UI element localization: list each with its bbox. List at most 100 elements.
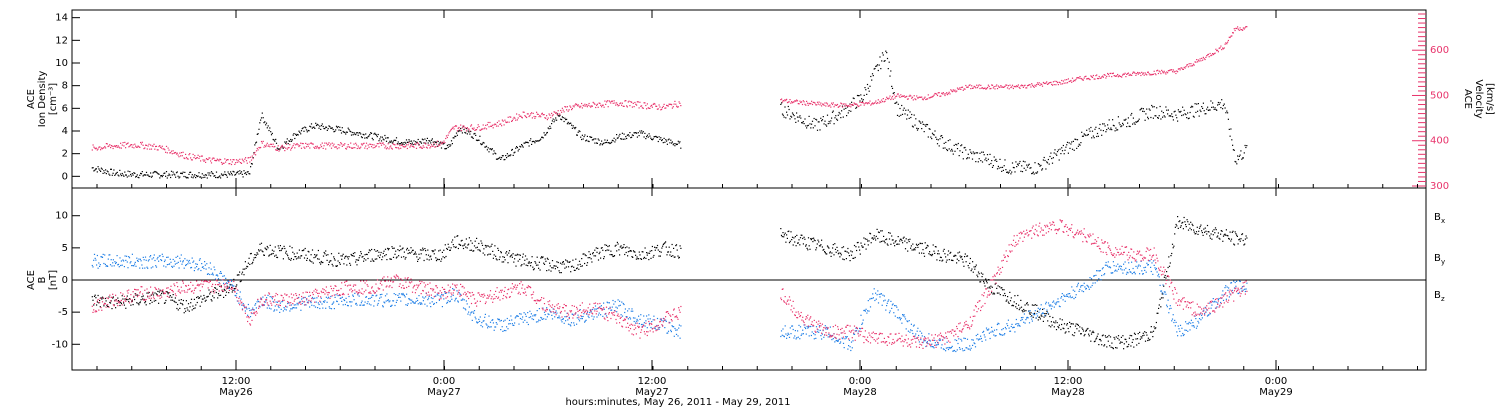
by-series-a-point	[381, 293, 383, 295]
density-series-a-point	[226, 176, 228, 178]
by-series-a-point	[586, 311, 589, 313]
by-series-a-point	[585, 319, 587, 321]
bx-series-b-point	[1071, 334, 1074, 336]
bx-series-a-point	[379, 254, 381, 256]
velocity-series-b-point	[818, 101, 820, 103]
density-series-b-point	[1107, 127, 1109, 129]
bx-series-a-point	[157, 290, 159, 292]
bx-series-a-point	[506, 251, 508, 253]
velocity-series-a-point	[522, 111, 524, 113]
bx-series-b-point	[1109, 336, 1112, 338]
density-series-a-point	[230, 172, 233, 175]
velocity-series-a-point	[103, 147, 105, 149]
bx-series-b-point	[1013, 301, 1015, 303]
velocity-series-b-point	[1187, 64, 1189, 66]
bx-series-a-point	[227, 287, 229, 289]
velocity-series-a-point	[651, 106, 653, 108]
density-series-b-point	[829, 122, 831, 124]
bx-series-a-point	[492, 250, 494, 252]
density-series-a-point	[560, 118, 562, 120]
density-series-a-point	[679, 141, 681, 143]
velocity-series-a-point	[413, 146, 415, 148]
bx-series-b-point	[950, 259, 953, 261]
velocity-series-b-point	[808, 102, 810, 104]
bx-series-b-point	[1197, 233, 1199, 235]
by-series-a-point	[142, 267, 144, 269]
by-series-a-point	[468, 306, 470, 308]
bx-series-a-point	[434, 249, 436, 251]
bx-series-b-point	[788, 230, 790, 232]
density-series-b-point	[870, 75, 872, 78]
by-series-a-point	[466, 303, 468, 305]
velocity-series-b-point	[846, 105, 849, 107]
velocity-series-b-point	[1114, 75, 1116, 77]
velocity-series-b-point	[1235, 27, 1237, 29]
density-series-a-point	[558, 115, 560, 117]
bx-series-b-point	[1149, 338, 1151, 341]
velocity-series-a-point	[180, 155, 182, 157]
density-series-b-point	[1183, 109, 1185, 111]
bx-series-a-point	[665, 241, 667, 243]
density-series-a-point	[480, 143, 482, 145]
density-series-a-point	[628, 135, 630, 137]
density-series-b-point	[1092, 135, 1094, 137]
density-series-a-point	[236, 171, 238, 173]
density-series-a-point	[141, 171, 143, 173]
density-series-a-point	[191, 174, 193, 176]
velocity-series-b-point	[1200, 60, 1202, 62]
bx-series-b-point	[877, 237, 879, 240]
velocity-series-a-point	[564, 106, 566, 108]
by-series-a-point	[172, 258, 174, 261]
velocity-series-a-point	[129, 145, 131, 147]
bx-series-b-point	[1133, 346, 1135, 348]
bx-series-b-point	[849, 260, 851, 262]
velocity-series-a-point	[663, 103, 665, 105]
bottom-panel-frame	[71, 187, 1427, 371]
density-series-a-point	[636, 132, 638, 134]
bx-series-b-point	[804, 238, 806, 240]
by-series-a-point	[312, 298, 314, 300]
velocity-series-b-point	[860, 104, 862, 106]
by-series-a-point	[516, 315, 518, 317]
by-series-a-point	[348, 295, 350, 298]
bx-series-b-point	[1124, 338, 1126, 340]
density-series-a-point	[320, 128, 322, 130]
bx-series-a-point	[653, 254, 655, 257]
by-series-b-point	[903, 314, 905, 316]
velocity-series-a-point	[342, 144, 344, 146]
density-series-a-point	[260, 117, 263, 119]
density-series-b-point	[1051, 157, 1053, 160]
density-series-b-point	[1138, 118, 1140, 120]
bx-series-a-point	[169, 296, 171, 298]
bx-series-b-point	[1228, 237, 1230, 240]
by-series-b-point	[789, 327, 791, 329]
velocity-series-a-point	[274, 145, 276, 148]
bx-series-b-point	[1190, 229, 1192, 231]
bx-series-a-point	[490, 245, 492, 247]
bx-series-b-point	[858, 246, 860, 248]
by-series-a-point	[333, 308, 335, 310]
bx-series-b-point	[958, 251, 961, 253]
velocity-series-a-point	[557, 110, 559, 112]
velocity-series-b-point	[814, 102, 816, 104]
velocity-series-b-point	[1238, 29, 1240, 31]
by-series-a-point	[656, 324, 658, 327]
by-series-a-point	[448, 292, 450, 294]
density-series-a-point	[357, 134, 359, 136]
velocity-series-a-point	[492, 127, 494, 129]
density-series-b-point	[1172, 116, 1174, 118]
bx-series-b-point	[1221, 230, 1223, 232]
velocity-series-b-point	[1181, 67, 1183, 69]
bx-series-a-point	[484, 254, 486, 256]
bx-series-b-point	[1234, 231, 1236, 233]
velocity-series-b-point	[796, 99, 798, 101]
bx-series-a-point	[162, 291, 164, 293]
density-series-a-point	[347, 127, 349, 129]
velocity-series-a-point	[312, 143, 314, 145]
by-series-a-point	[655, 329, 657, 331]
velocity-series-b-point	[1044, 82, 1046, 85]
bx-series-a-point	[427, 249, 429, 251]
bx-series-a-point	[151, 301, 153, 303]
by-series-a-point	[571, 313, 573, 315]
bx-series-a-point	[104, 297, 106, 300]
